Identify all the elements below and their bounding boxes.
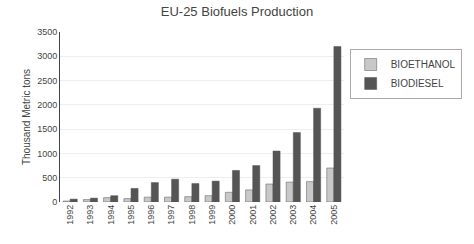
svg-text:2000: 2000 [227, 205, 237, 225]
svg-text:1999: 1999 [207, 205, 217, 225]
svg-text:1500: 1500 [37, 124, 57, 134]
svg-text:2000: 2000 [37, 100, 57, 110]
svg-text:1998: 1998 [187, 205, 197, 225]
svg-text:2004: 2004 [308, 205, 318, 225]
svg-text:1995: 1995 [126, 205, 136, 225]
svg-text:1993: 1993 [85, 205, 95, 225]
svg-text:1996: 1996 [146, 205, 156, 225]
svg-text:2005: 2005 [329, 205, 339, 225]
svg-text:Thousand Metric tons: Thousand Metric tons [21, 69, 32, 165]
svg-text:0: 0 [52, 197, 57, 207]
svg-text:2500: 2500 [37, 76, 57, 86]
svg-text:2001: 2001 [248, 205, 258, 225]
svg-text:1994: 1994 [106, 205, 116, 225]
svg-text:3500: 3500 [37, 27, 57, 37]
svg-text:1997: 1997 [166, 205, 176, 225]
svg-text:500: 500 [42, 173, 57, 183]
svg-text:3000: 3000 [37, 51, 57, 61]
svg-text:2002: 2002 [268, 205, 278, 225]
svg-text:1992: 1992 [65, 205, 75, 225]
svg-text:EU-25 Biofuels Production: EU-25 Biofuels Production [161, 4, 313, 19]
svg-text:1000: 1000 [37, 149, 57, 159]
svg-text:2003: 2003 [288, 205, 298, 225]
svg-text:BIOETHANOL: BIOETHANOL [391, 59, 456, 70]
svg-text:BIODIESEL: BIODIESEL [391, 78, 444, 89]
